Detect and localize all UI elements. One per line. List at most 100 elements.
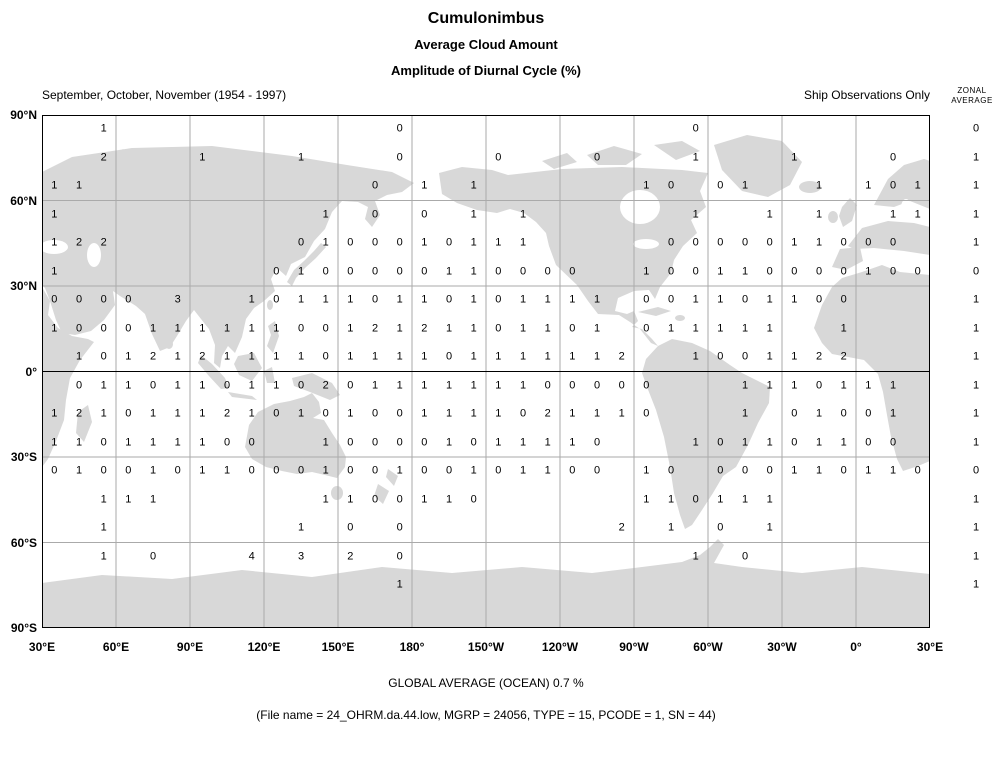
- grid-value: 1: [544, 293, 551, 306]
- grid-value: 0: [75, 322, 83, 335]
- grid-value: 0: [544, 379, 551, 392]
- zonal-average-value: 1: [972, 350, 980, 363]
- grid-value: 1: [741, 265, 749, 278]
- grid-value: 2: [815, 350, 823, 363]
- grid-value: 1: [223, 322, 231, 335]
- grid-value: 0: [297, 464, 305, 477]
- grid-value: 0: [125, 293, 132, 306]
- grid-value: 2: [347, 550, 354, 563]
- grid-value: 0: [766, 236, 773, 249]
- grid-value: 1: [495, 350, 502, 363]
- grid-value: 0: [248, 436, 255, 449]
- grid-value: 1: [569, 350, 576, 363]
- grid-value: 1: [544, 464, 551, 477]
- grid-value: 0: [692, 493, 699, 506]
- inland-seas: [42, 190, 911, 267]
- grid-value: 0: [815, 379, 823, 392]
- grid-value: 0: [717, 464, 724, 477]
- grid-value: 1: [421, 350, 428, 363]
- grid-value: 0: [889, 236, 897, 249]
- grid-value: 1: [149, 464, 157, 477]
- grid-value: 0: [865, 436, 872, 449]
- grid-value: 1: [766, 322, 773, 335]
- grid-value: 1: [470, 265, 477, 278]
- grid-value: 1: [470, 208, 477, 221]
- grid-value: 0: [347, 236, 354, 249]
- grid-value: 1: [371, 350, 379, 363]
- grid-value: 1: [519, 322, 527, 335]
- grid-value: 1: [766, 379, 773, 392]
- grid-value: 0: [396, 521, 403, 534]
- grid-value: 0: [297, 322, 305, 335]
- zonal-average-value: 1: [972, 293, 980, 306]
- grid-value: 0: [322, 407, 329, 420]
- zonal-average-value: 1: [972, 208, 980, 221]
- grid-value: 1: [544, 350, 551, 363]
- grid-value: 1: [322, 236, 329, 249]
- grid-value: 1: [470, 407, 477, 420]
- x-axis-tick-label: 30°E: [28, 640, 56, 654]
- zonal-average-value: 1: [972, 179, 980, 192]
- x-axis-tick-label: 30°W: [767, 640, 797, 654]
- zonal-average-value: 1: [972, 407, 980, 420]
- grid-value: 1: [248, 322, 255, 335]
- grid-value: 0: [717, 236, 724, 249]
- grid-value: 1: [149, 407, 157, 420]
- grid-value: 1: [371, 379, 379, 392]
- grid-value: 0: [347, 265, 354, 278]
- grid-value: 0: [914, 464, 921, 477]
- grid-value: 0: [396, 493, 403, 506]
- grid-value: 1: [125, 436, 132, 449]
- grid-value: 0: [643, 379, 650, 392]
- grid-value: 0: [569, 464, 576, 477]
- grid-value: 0: [371, 464, 379, 477]
- grid-value: 1: [421, 493, 428, 506]
- grid-value: 1: [791, 379, 798, 392]
- grid-value: 0: [741, 550, 749, 563]
- grid-value: 1: [199, 379, 206, 392]
- grid-value: 1: [766, 493, 773, 506]
- x-axis-tick-label: 120°W: [541, 640, 579, 654]
- grid-value: 0: [815, 265, 823, 278]
- grid-value: 1: [495, 379, 502, 392]
- grid-value: 0: [593, 151, 601, 164]
- grid-value: 1: [199, 151, 206, 164]
- x-axis-tick-label: 90°W: [619, 640, 649, 654]
- grid-value: 1: [174, 350, 181, 363]
- grid-value: 1: [643, 179, 650, 192]
- x-axis-tick-label: 90°E: [176, 640, 204, 654]
- file-info-label: (File name = 24_OHRM.da.44.low, MGRP = 2…: [256, 708, 716, 722]
- grid-value: 0: [125, 407, 132, 420]
- zonal-average-value: 0: [972, 265, 980, 278]
- grid-value: 0: [223, 379, 231, 392]
- grid-value: 0: [791, 436, 798, 449]
- grid-value: 0: [865, 407, 872, 420]
- grid-value: 0: [741, 236, 749, 249]
- grid-value: 1: [322, 493, 329, 506]
- grid-value: 0: [371, 293, 379, 306]
- grid-value: 1: [322, 208, 329, 221]
- zonal-average-value: 1: [972, 322, 980, 335]
- grid-value: 1: [273, 379, 280, 392]
- grid-value: 0: [815, 293, 823, 306]
- grid-value: 0: [593, 436, 601, 449]
- grid-value: 0: [396, 550, 403, 563]
- grid-value: 0: [840, 464, 847, 477]
- grid-value: 1: [51, 236, 58, 249]
- grid-value: 1: [174, 322, 181, 335]
- grid-value: 2: [618, 350, 625, 363]
- grid-value: 0: [273, 407, 280, 420]
- grid-value: 1: [495, 436, 502, 449]
- grid-value: 0: [495, 265, 502, 278]
- x-axis-tick-label: 30°E: [916, 640, 944, 654]
- zonal-average-value: 1: [972, 578, 980, 591]
- grid-value: 0: [766, 265, 773, 278]
- grid-value: 0: [371, 493, 379, 506]
- grid-value: 0: [322, 322, 329, 335]
- grid-value: 1: [347, 493, 354, 506]
- x-axis-tick-label: 180°: [399, 640, 425, 654]
- grid-value: 1: [741, 179, 749, 192]
- grid-value: 3: [297, 550, 305, 563]
- grid-value: 0: [347, 521, 354, 534]
- grid-value: 0: [766, 464, 773, 477]
